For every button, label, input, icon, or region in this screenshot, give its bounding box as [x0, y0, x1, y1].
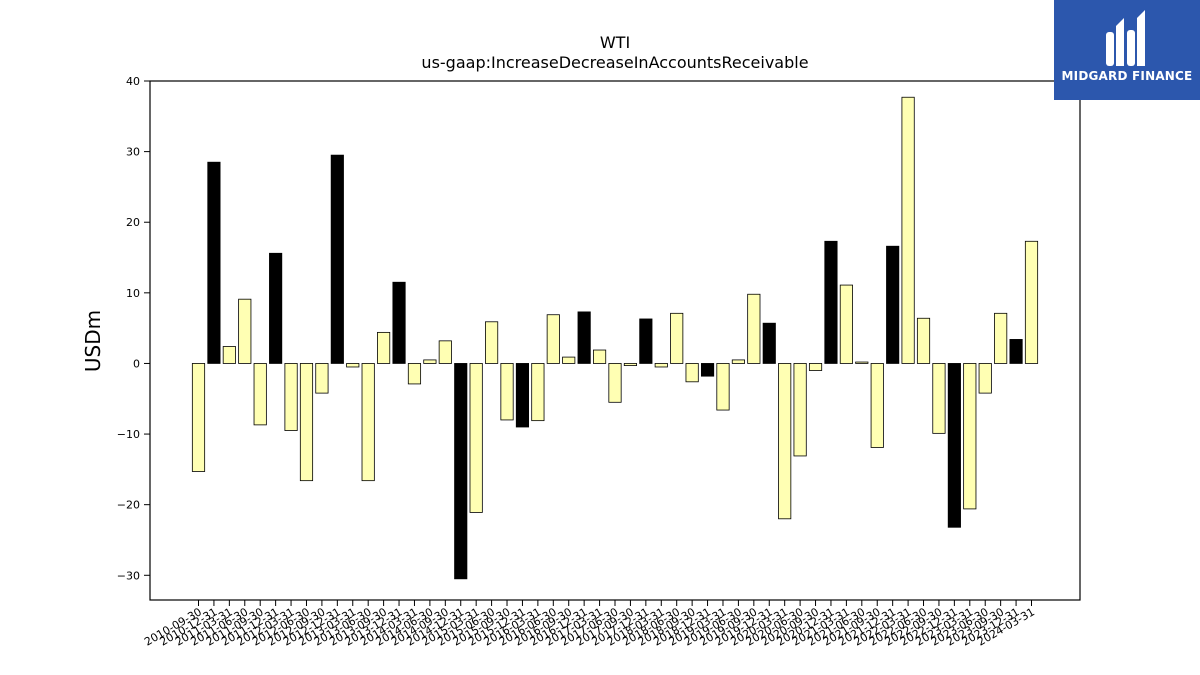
bar-2023-12-31: [1009, 339, 1023, 364]
bar-2023-03-31: [963, 363, 977, 510]
bar-2023-06-30: [978, 363, 992, 394]
bar-2023-09-30: [994, 312, 1008, 364]
bar-2020-06-30: [793, 363, 807, 457]
x-ticks-group: 2010-09-302010-12-312011-03-312011-06-30…: [142, 600, 1037, 649]
bar-2010-09-30: [191, 363, 206, 472]
bar-2022-12-31: [947, 363, 961, 528]
chart-subtitle: us-gaap:IncreaseDecreaseInAccountsReceiv…: [421, 53, 808, 72]
bar-2016-09-30: [562, 356, 576, 364]
bar-2019-09-30: [747, 293, 761, 364]
chart-title: WTI: [600, 33, 630, 52]
bar-2022-09-30: [932, 363, 946, 434]
bar-2015-09-30: [500, 363, 514, 421]
bar-2020-12-31: [824, 240, 838, 364]
bar-2024-03-31: [1024, 240, 1039, 364]
bar-2013-12-31: [392, 281, 406, 364]
bar-2021-06-30: [855, 361, 869, 364]
bar-2015-03-31: [469, 363, 483, 513]
bar-2015-12-31: [515, 363, 530, 428]
y-tick-label: −30: [117, 569, 140, 582]
bar-2014-09-30: [438, 340, 452, 364]
midgard-logo-icon: [1106, 10, 1145, 66]
bar-2018-12-31: [700, 363, 715, 377]
bar-2016-12-31: [577, 311, 591, 364]
bar-2012-12-31: [330, 154, 344, 364]
bar-2021-03-31: [839, 284, 853, 364]
bar-2013-03-31: [346, 363, 360, 368]
y-ticks-group: −30 −20 −10 0 10 20 30 40: [117, 75, 150, 582]
plot-frame: [149, 80, 1081, 601]
bar-2012-09-30: [315, 363, 329, 394]
y-axis-label: USDm: [81, 310, 105, 372]
bar-2011-12-31: [269, 252, 283, 364]
bar-2021-12-31: [886, 245, 900, 364]
bar-2022-03-31: [901, 96, 915, 364]
bar-2018-06-30: [670, 312, 684, 364]
bar-2016-03-31: [531, 363, 545, 422]
bar-2017-03-31: [593, 349, 607, 364]
bar-2019-06-30: [731, 359, 745, 364]
bar-2019-03-31: [716, 363, 730, 411]
y-tick-label: −10: [117, 428, 140, 441]
bars-group: [191, 96, 1039, 580]
bar-2010-12-31: [207, 161, 221, 364]
bar-2020-09-30: [808, 363, 823, 371]
y-tick-label: −20: [117, 499, 140, 512]
bar-2021-09-30: [870, 363, 884, 448]
y-tick-label: 30: [126, 146, 140, 159]
bar-2017-06-30: [608, 363, 622, 403]
bar-2015-06-30: [485, 321, 499, 364]
y-tick-label: 20: [126, 216, 140, 229]
logo-text: MIDGARD FINANCE: [1061, 69, 1193, 83]
bar-2017-09-30: [623, 363, 638, 366]
bar-2014-06-30: [423, 359, 437, 364]
y-tick-label: 0: [133, 357, 140, 370]
bar-2011-03-31: [222, 346, 236, 364]
bar-2013-06-30: [361, 363, 375, 482]
bar-2017-12-31: [639, 318, 653, 364]
y-tick-label: 10: [126, 287, 140, 300]
bar-2020-03-31: [778, 363, 792, 520]
bar-2019-12-31: [762, 322, 776, 364]
bar-2022-06-30: [916, 317, 931, 364]
bar-2012-06-30: [299, 363, 314, 482]
bar-2016-06-30: [546, 314, 560, 364]
midgard-finance-logo: MIDGARD FINANCE: [1054, 0, 1200, 100]
bar-2018-09-30: [685, 363, 699, 383]
bar-2018-03-31: [654, 363, 668, 368]
bar-2011-06-30: [238, 298, 252, 364]
bar-2014-03-31: [407, 363, 422, 385]
y-tick-label: 40: [126, 75, 140, 88]
bar-2011-09-30: [253, 363, 267, 426]
bar-2012-03-31: [284, 363, 298, 431]
bar-2014-12-31: [454, 363, 468, 580]
bar-2013-09-30: [377, 331, 391, 364]
